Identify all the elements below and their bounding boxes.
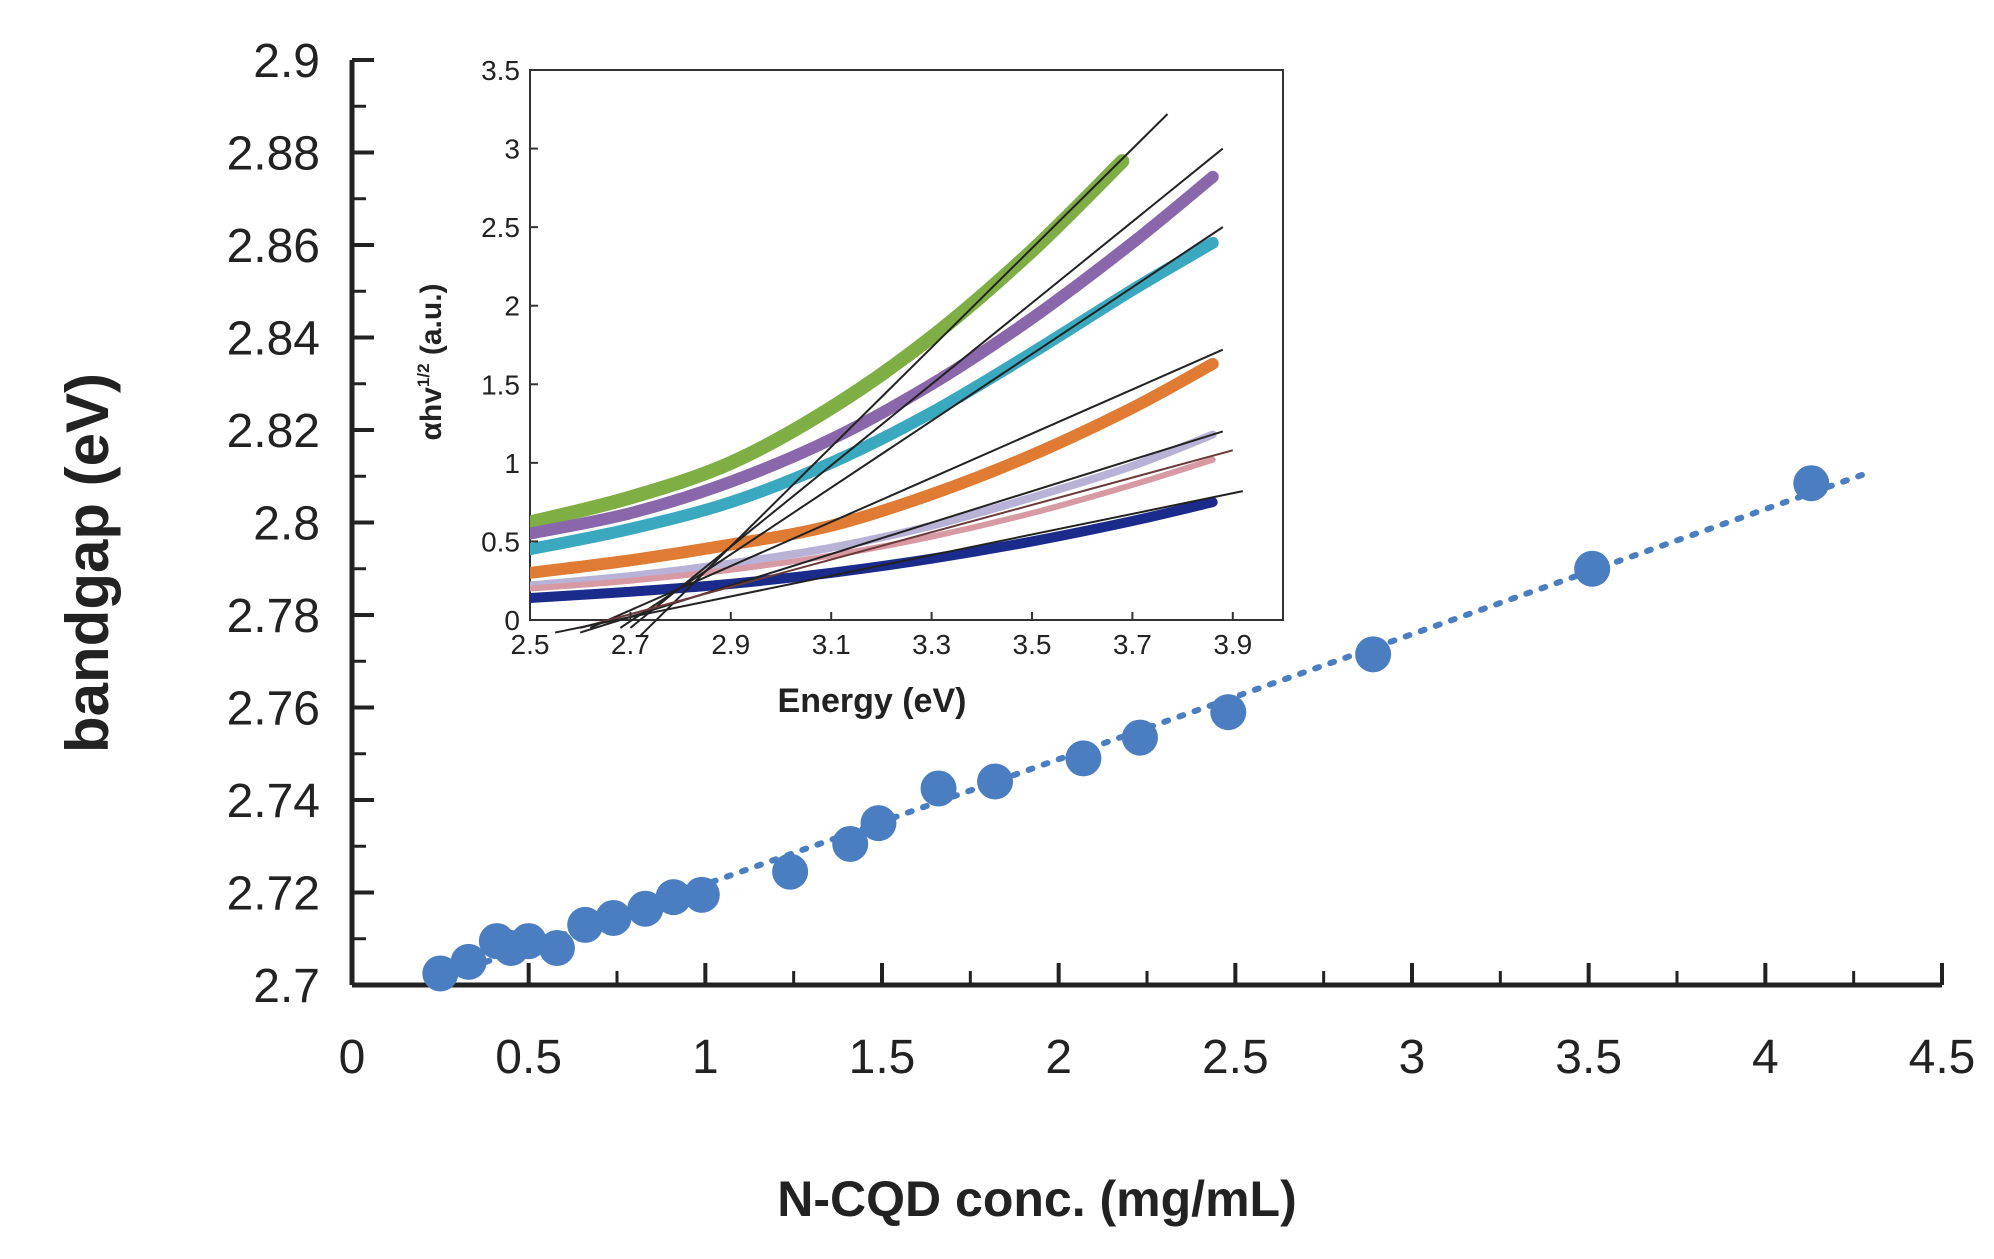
inset-series-orange [530,357,1219,579]
main-data-point [655,879,692,916]
inset-y-tick-label: 3 [504,134,520,165]
inset-x-axis-title: Energy (eV) [778,682,967,720]
main-y-tick-label: 2.78 [227,590,320,643]
inset-y-tick-label: 1 [504,448,520,479]
main-x-tick-label: 3.5 [1555,1031,1622,1084]
main-x-tick-label: 0 [339,1031,366,1084]
main-y-tick-label: 2.8 [253,498,320,551]
main-x-tick-label: 2.5 [1202,1031,1269,1084]
inset-y-axis-title-main: αhv [415,387,448,441]
inset-x-tick-label: 3.1 [812,629,851,660]
main-y-tick-label: 2.88 [227,128,320,181]
main-x-tick-label: 3 [1399,1031,1426,1084]
inset-y-tick-label: 1.5 [481,369,520,400]
main-data-point [1793,465,1830,502]
main-data-point [1121,719,1158,756]
main-data-point [510,923,547,960]
inset-y-tick-label: 2.5 [481,212,520,243]
inset-plot-frame [529,69,1284,621]
inset-x-ticks: 2.5 2.7 2.9 3.1 3.3 3.5 3.7 3.9 [511,612,1252,660]
inset-x-tick-label: 3.9 [1213,629,1252,660]
inset-y-axis-title-superscript: 1/2 [414,363,433,387]
inset-tangent-line [629,147,1224,629]
main-x-tick-label: 1.5 [849,1031,916,1084]
inset-chart: 2.5 2.7 2.9 3.1 3.3 3.5 3.7 3.9 0 0.5 1 1.5 2 2.5 3 3.… [414,55,1284,720]
main-data-point [772,853,809,890]
main-y-tick-label: 2.9 [253,35,320,88]
main-data-point [683,876,720,913]
inset-x-tick-label: 3.7 [1113,629,1152,660]
main-data-point [920,770,957,807]
inset-y-axis-title-unit: (a.u.) [415,283,448,363]
main-y-tick-label: 2.7 [253,960,320,1013]
main-data-point [977,763,1014,800]
inset-x-tick-label: 2.7 [611,629,650,660]
inset-x-tick-label: 3.5 [1013,629,1052,660]
inset-y-ticks: 0 0.5 1 1.5 2 2.5 3 3.5 [481,55,538,636]
main-trendline [437,468,1875,982]
inset-tangent-lines [554,113,1244,637]
inset-series-teal [530,236,1219,556]
main-y-tick-label: 2.76 [227,683,320,736]
main-data-point [595,899,632,936]
main-data-point [627,890,664,927]
inset-tangent-line [554,490,1244,634]
inset-y-axis-title: αhv1/2 (a.u.) [414,283,448,440]
inset-y-tick-label: 3.5 [481,55,520,86]
inset-series-lavender [530,430,1217,590]
main-data-point [860,805,897,842]
main-x-tick-label: 4 [1752,1031,1779,1084]
main-y-ticks: 2.7 2.72 2.74 2.76 2.78 2.8 2.82 2.84 2.86 2.88 2.… [227,35,374,1013]
inset-tangent-line [619,226,1224,629]
main-data-point [1574,550,1611,587]
main-data-point [1210,694,1247,731]
main-y-tick-label: 2.74 [227,775,320,828]
main-y-axis-title: bandgap (eV) [54,373,121,753]
main-data-point [1355,636,1392,673]
main-data-point [422,955,459,992]
main-minor-ticks [352,104,1856,985]
main-data-point [567,906,604,943]
main-x-tick-label: 2 [1045,1031,1072,1084]
inset-tangent-line [589,348,1224,629]
inset-series-group [530,154,1219,603]
main-y-tick-label: 2.84 [227,313,320,366]
main-data-point [1065,740,1102,777]
inset-x-tick-label: 2.9 [711,629,750,660]
inset-x-tick-label: 2.5 [511,629,550,660]
main-data-point [832,825,869,862]
inset-x-tick-label: 3.3 [912,629,951,660]
inset-y-tick-label: 2 [504,291,520,322]
inset-y-tick-label: 0 [504,605,520,636]
main-x-tick-label: 1 [692,1031,719,1084]
main-data-points [422,465,1830,992]
main-x-ticks: 0 0.5 1 1.5 2 2.5 3 3.5 4 4.5 [339,963,1976,1084]
main-data-point [450,943,487,980]
main-x-tick-label: 4.5 [1909,1031,1976,1084]
inset-tangent-line [579,449,1234,629]
inset-series-purple [530,170,1219,540]
inset-series-green [530,154,1130,530]
main-x-tick-label: 0.5 [495,1031,562,1084]
main-y-tick-label: 2.72 [227,868,320,921]
main-data-point [538,930,575,966]
inset-y-tick-label: 0.5 [481,526,520,557]
main-x-axis-title: N-CQD conc. (mg/mL) [777,1171,1296,1227]
main-y-tick-label: 2.82 [227,405,320,458]
main-chart: 0 0.5 1 1.5 2 2.5 3 3.5 4 4.5 2.72.722.742.762.78… [54,35,1975,1227]
main-y-tick-label: 2.86 [227,220,320,273]
